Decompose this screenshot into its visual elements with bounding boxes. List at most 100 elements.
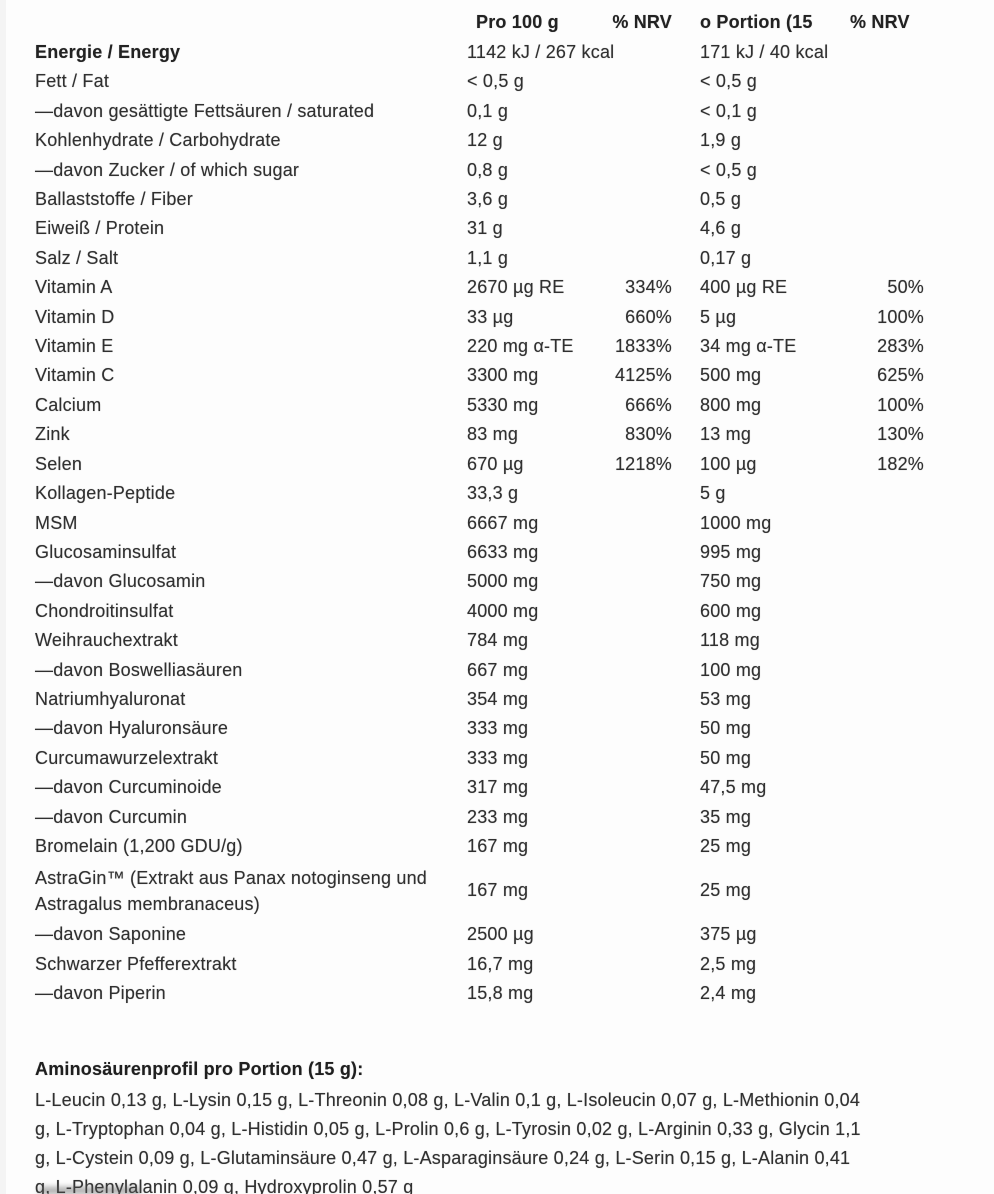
cropped-text-artifact xyxy=(39,1187,141,1194)
value-per-portion: < 0,5 g xyxy=(700,159,757,180)
value-per-100g: 6633 mg xyxy=(467,541,539,562)
table-row: Ballaststoffe / Fiber 3,6 g 0,5 g xyxy=(35,185,994,214)
value-per-portion: 50 mg xyxy=(700,718,752,739)
row-label: —davon Zucker / of which sugar xyxy=(35,159,300,180)
value-per-100g: 2670 µg RE xyxy=(467,277,565,298)
value-nrv-portion: 130% xyxy=(877,424,924,445)
value-per-portion: 171 kJ / 40 kcal xyxy=(700,42,829,62)
row-label: Ballaststoffe / Fiber xyxy=(35,189,193,210)
value-per-100g: 5000 mg xyxy=(467,571,539,592)
value-per-100g: 167 mg xyxy=(467,880,529,901)
value-per-portion: 1,9 g xyxy=(700,130,742,151)
table-row: Weihrauchextrakt 784 mg 118 mg xyxy=(35,626,994,655)
value-nrv-100g: 666% xyxy=(625,394,672,415)
value-per-portion: 25 mg xyxy=(700,880,752,901)
value-nrv-portion: 100% xyxy=(877,306,924,327)
value-per-100g: 0,8 g xyxy=(467,159,509,180)
value-per-100g: 6667 mg xyxy=(467,512,539,533)
amino-profile-text: L-Leucin 0,13 g, L-Lysin 0,15 g, L-Threo… xyxy=(35,1086,970,1194)
nutrition-table: Pro 100 g % NRV o Portion (15 % NRV Ener… xyxy=(6,8,994,1009)
value-nrv-portion: 100% xyxy=(877,394,924,415)
value-per-100g: 333 mg xyxy=(467,747,529,768)
value-per-100g: 317 mg xyxy=(467,777,529,798)
table-row: MSM 6667 mg 1000 mg xyxy=(35,509,994,538)
table-row: —davon gesättigte Fettsäuren / saturated… xyxy=(35,97,994,126)
row-label: Fett / Fat xyxy=(35,71,110,92)
value-per-100g: 0,1 g xyxy=(467,100,509,121)
value-per-100g: 31 g xyxy=(467,218,503,239)
value-per-portion: 0,5 g xyxy=(700,189,742,210)
row-label: Selen xyxy=(35,453,83,474)
value-per-portion: 5 g xyxy=(700,483,726,504)
value-nrv-portion: 625% xyxy=(877,365,924,386)
value-per-100g: 670 µg xyxy=(467,453,524,474)
row-label: Glucosaminsulfat xyxy=(35,541,177,562)
value-per-portion: 53 mg xyxy=(700,688,752,709)
value-per-portion: 47,5 mg xyxy=(700,777,767,798)
row-label: —davon Saponine xyxy=(35,924,187,945)
value-per-portion: 2,5 mg xyxy=(700,953,757,974)
table-row: Calcium 5330 mg 666% 800 mg 100% xyxy=(35,391,994,420)
value-per-100g: 354 mg xyxy=(467,688,529,709)
value-per-portion: 600 mg xyxy=(700,600,762,621)
table-row: Glucosaminsulfat 6633 mg 995 mg xyxy=(35,538,994,567)
table-row: —davon Boswelliasäuren 667 mg 100 mg xyxy=(35,656,994,685)
table-row: Chondroitinsulfat 4000 mg 600 mg xyxy=(35,597,994,626)
table-row: Vitamin A 2670 µg RE 334% 400 µg RE 50% xyxy=(35,273,994,302)
row-label: Vitamin D xyxy=(35,306,115,327)
row-label: AstraGin™ (Extrakt aus Panax notoginseng… xyxy=(35,867,428,914)
row-label: Curcumawurzelextrakt xyxy=(35,747,219,768)
amino-line: g, L-Cystein 0,09 g, L-Glutaminsäure 0,4… xyxy=(35,1148,851,1168)
value-per-100g: 167 mg xyxy=(467,835,529,856)
value-nrv-portion: 283% xyxy=(877,336,924,357)
value-nrv-100g: 660% xyxy=(625,306,672,327)
table-row: —davon Glucosamin 5000 mg 750 mg xyxy=(35,567,994,596)
row-label: Eiweiß / Protein xyxy=(35,218,165,239)
col-header-per-portion: o Portion (15 xyxy=(700,12,813,33)
value-per-portion: 4,6 g xyxy=(700,218,742,239)
value-nrv-portion: 50% xyxy=(887,277,924,298)
amino-profile-section: Aminosäurenprofil pro Portion (15 g): L-… xyxy=(35,1054,970,1194)
row-label: —davon Curcuminoide xyxy=(35,777,222,798)
row-label: Salz / Salt xyxy=(35,247,119,268)
value-per-portion: 5 µg xyxy=(700,306,737,327)
value-per-portion: 13 mg xyxy=(700,424,752,445)
value-per-100g: 4000 mg xyxy=(467,600,539,621)
table-row: Energie / Energy 1142 kJ / 267 kcal 171 kJ… xyxy=(35,38,994,67)
table-row: Zink 83 mg 830% 13 mg 130% xyxy=(35,420,994,449)
table-row: —davon Curcuminoide 317 mg 47,5 mg xyxy=(35,773,994,802)
value-per-100g: 5330 mg xyxy=(467,394,539,415)
table-row: AstraGin™ (Extrakt aus Panax notoginseng… xyxy=(35,861,994,920)
table-row: Vitamin C 3300 mg 4125% 500 mg 625% xyxy=(35,361,994,390)
value-per-portion: 995 mg xyxy=(700,541,762,562)
amino-line: g, L-Tryptophan 0,04 g, L-Histidin 0,05 … xyxy=(35,1118,861,1139)
value-per-100g: 233 mg xyxy=(467,806,529,827)
value-per-portion: 118 mg xyxy=(700,630,760,651)
row-label: —davon Piperin xyxy=(35,983,166,1004)
value-per-100g: 2500 µg xyxy=(467,924,534,945)
value-per-portion: 750 mg xyxy=(700,571,762,592)
value-per-portion: 50 mg xyxy=(700,747,752,768)
value-per-100g: 15,8 mg xyxy=(467,983,534,1004)
row-label: —davon gesättigte Fettsäuren / saturated xyxy=(35,100,375,121)
value-per-100g: 1142 kJ / 267 kcal xyxy=(467,42,615,62)
table-row: Fett / Fat < 0,5 g < 0,5 g xyxy=(35,67,994,96)
value-per-portion: 100 mg xyxy=(700,659,762,680)
row-label: —davon Glucosamin xyxy=(35,571,206,592)
col-header-nrv-100g: % NRV xyxy=(612,12,672,33)
value-per-100g: 220 mg α-TE xyxy=(467,336,574,357)
row-label: Weihrauchextrakt xyxy=(35,630,178,651)
table-row: —davon Saponine 2500 µg 375 µg xyxy=(35,920,994,949)
value-nrv-100g: 334% xyxy=(625,277,672,298)
table-body: Energie / Energy 1142 kJ / 267 kcal 171 kJ… xyxy=(6,38,994,1009)
table-row: Natriumhyaluronat 354 mg 53 mg xyxy=(35,685,994,714)
value-per-portion: 1000 mg xyxy=(700,512,772,533)
value-per-portion: < 0,5 g xyxy=(700,71,757,92)
row-label: —davon Boswelliasäuren xyxy=(35,659,243,680)
table-row: Selen 670 µg 1218% 100 µg 182% xyxy=(35,450,994,479)
value-per-portion: 34 mg α-TE xyxy=(700,336,797,357)
table-row: Salz / Salt 1,1 g 0,17 g xyxy=(35,244,994,273)
value-per-portion: 25 mg xyxy=(700,835,752,856)
table-row: Curcumawurzelextrakt 333 mg 50 mg xyxy=(35,744,994,773)
table-header-row: Pro 100 g % NRV o Portion (15 % NRV xyxy=(35,8,994,38)
